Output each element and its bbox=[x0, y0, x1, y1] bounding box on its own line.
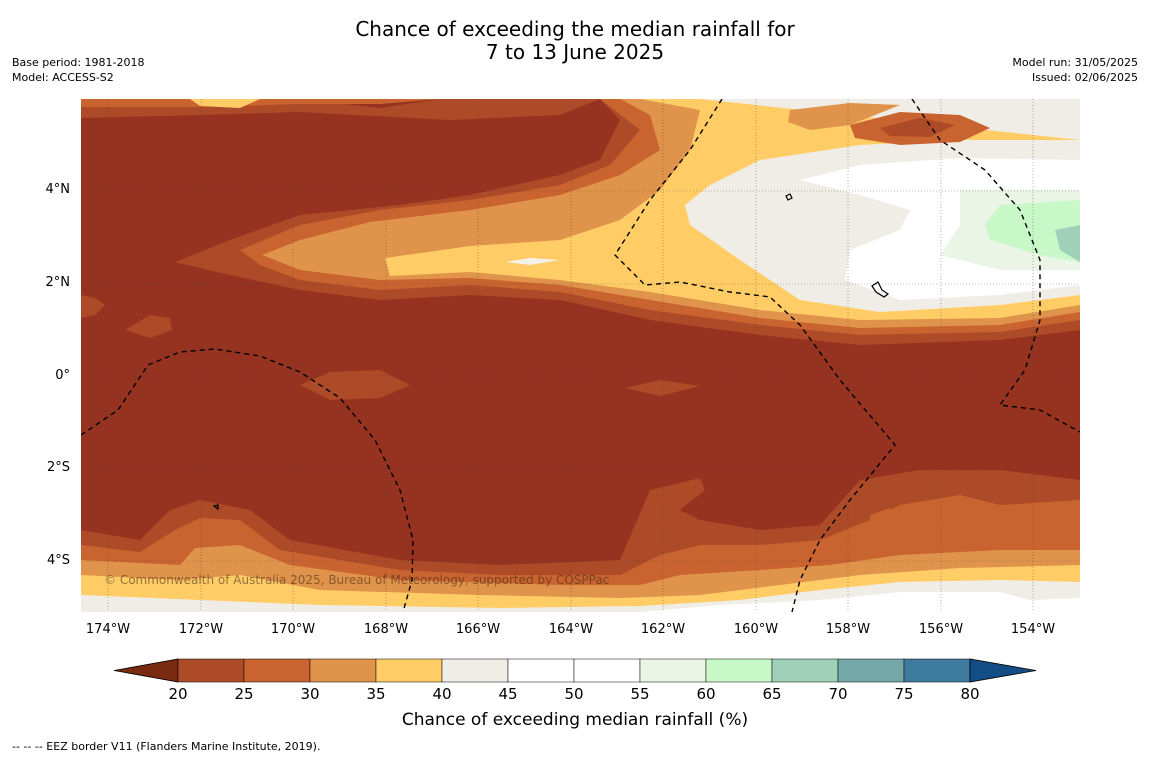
colorbar-tick-60: 60 bbox=[696, 685, 716, 703]
colorbar-bin-40-45 bbox=[441, 658, 509, 683]
region-left-stripe-25-30 bbox=[81, 99, 440, 107]
copyright-text: © Commonwealth of Australia 2025, Bureau… bbox=[104, 573, 610, 587]
lat-label-4s: 4°S bbox=[46, 553, 70, 568]
lon-label-156w: 156°W bbox=[918, 622, 964, 637]
lon-label-160w: 160°W bbox=[733, 622, 779, 637]
meta-left: Base period: 1981-2018 Model: ACCESS-S2 bbox=[12, 55, 144, 85]
model-text: Model: ACCESS-S2 bbox=[12, 71, 114, 84]
region-bubble-central-west bbox=[125, 315, 172, 338]
lon-label-166w: 166°W bbox=[455, 622, 501, 637]
island-north-central bbox=[785, 193, 793, 201]
colorbar-bin-65-70 bbox=[771, 658, 839, 683]
colorbar-bin-25-30 bbox=[243, 658, 311, 683]
colorbar-tick-25: 25 bbox=[234, 685, 254, 703]
colorbar-title: Chance of exceeding median rainfall (%) bbox=[401, 710, 749, 730]
colorbar-bin-30-35 bbox=[309, 658, 377, 683]
region-patch-equator-central bbox=[625, 380, 700, 396]
model-run-text: Model run: 31/05/2025 bbox=[1012, 56, 1138, 69]
region-top-right-20-25 bbox=[880, 118, 955, 137]
island-northeast bbox=[871, 281, 890, 298]
colorbar-tick-45: 45 bbox=[498, 685, 518, 703]
colorbar-tick-80: 80 bbox=[960, 685, 980, 703]
region-bottom-45-50 bbox=[640, 592, 1080, 612]
title-line-1: Chance of exceeding the median rainfall … bbox=[355, 17, 795, 41]
lon-label-170w: 170°W bbox=[270, 622, 316, 637]
rainfall-map-area bbox=[81, 99, 1080, 612]
region-left-stripe-35-40 bbox=[190, 99, 260, 108]
colorbar-under-arrow bbox=[113, 658, 179, 683]
eez-border-east bbox=[911, 99, 1080, 433]
region-top-60-65 bbox=[985, 200, 1080, 262]
colorbar-over-arrow bbox=[969, 658, 1037, 683]
lon-label-168w: 168°W bbox=[363, 622, 409, 637]
region-streak-white bbox=[505, 258, 560, 265]
colorbar-tick-70: 70 bbox=[828, 685, 848, 703]
region-bubble-west bbox=[81, 295, 105, 318]
issued-text: Issued: 02/06/2025 bbox=[1031, 71, 1138, 84]
base-period-text: Base period: 1981-2018 bbox=[12, 56, 145, 69]
colorbar-bin-70-75 bbox=[837, 658, 905, 683]
colorbar-tick-75: 75 bbox=[894, 685, 914, 703]
lon-label-172w: 172°W bbox=[178, 622, 224, 637]
colorbar-bin-45-50 bbox=[507, 658, 575, 683]
lon-label-154w: 154°W bbox=[1010, 622, 1056, 637]
colorbar-bin-35-40 bbox=[375, 658, 443, 683]
eez-borders bbox=[81, 99, 1080, 612]
island-southwest bbox=[212, 504, 219, 511]
lat-label-2s: 2°S bbox=[46, 460, 70, 475]
lon-label-164w: 164°W bbox=[548, 622, 594, 637]
eez-footnote: -- -- -- EEZ border V11 (Flanders Marine… bbox=[12, 740, 321, 753]
lat-label-4n: 4°N bbox=[45, 182, 71, 197]
colorbar-bin-60-65 bbox=[705, 658, 773, 683]
colorbar-bin-20-25 bbox=[177, 658, 245, 683]
region-top-65-70 bbox=[1055, 225, 1080, 262]
colorbar-tick-40: 40 bbox=[432, 685, 452, 703]
title-line-2: 7 to 13 June 2025 bbox=[485, 40, 665, 64]
colorbar-bin-55-60 bbox=[639, 658, 707, 683]
colorbar-tick-35: 35 bbox=[366, 685, 386, 703]
eez-border-central bbox=[614, 99, 896, 612]
lat-label-2n: 2°N bbox=[45, 275, 71, 290]
lon-label-174w: 174°W bbox=[85, 622, 131, 637]
region-bottom-patch-25-30 bbox=[870, 508, 900, 530]
region-patch-equator-west bbox=[300, 370, 410, 400]
colorbar-tick-30: 30 bbox=[300, 685, 320, 703]
colorbar bbox=[113, 658, 1037, 683]
lon-label-162w: 162°W bbox=[640, 622, 686, 637]
map-title: Chance of exceeding the median rainfall … bbox=[0, 18, 1150, 64]
colorbar-tick-55: 55 bbox=[630, 685, 650, 703]
colorbar-bin-75-80 bbox=[903, 658, 971, 683]
colorbar-tick-20: 20 bbox=[168, 685, 188, 703]
colorbar-tick-50: 50 bbox=[564, 685, 584, 703]
colorbar-bin-50-55 bbox=[573, 658, 641, 683]
lon-label-158w: 158°W bbox=[825, 622, 871, 637]
meta-right: Model run: 31/05/2025 Issued: 02/06/2025 bbox=[1012, 55, 1138, 85]
region-top-right-30-35 bbox=[788, 103, 900, 130]
lat-label-0: 0° bbox=[55, 368, 70, 383]
islands bbox=[212, 193, 890, 511]
colorbar-tick-65: 65 bbox=[762, 685, 782, 703]
